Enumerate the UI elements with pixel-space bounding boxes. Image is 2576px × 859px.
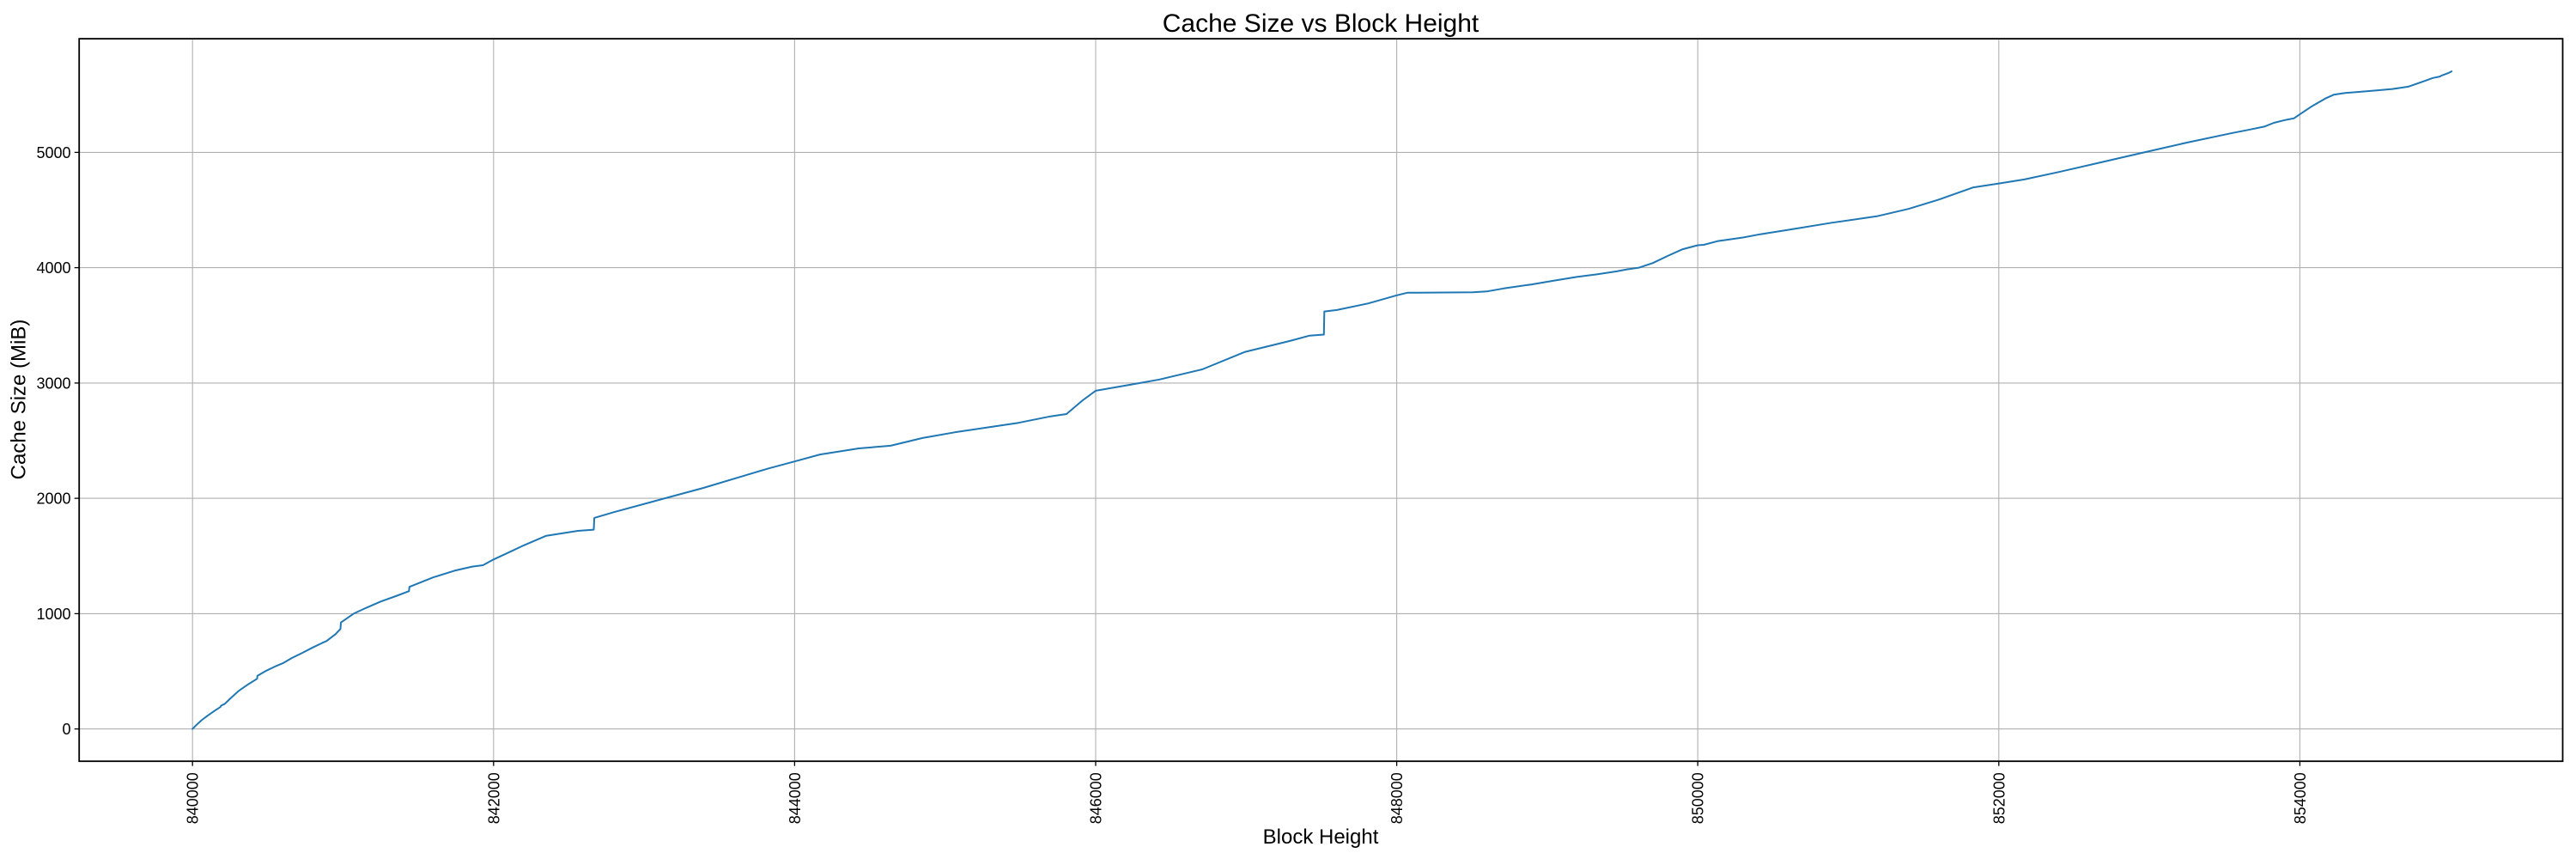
svg-text:0: 0 [62, 721, 70, 738]
svg-text:5000: 5000 [36, 144, 70, 161]
svg-text:842000: 842000 [485, 772, 502, 824]
svg-text:Block Height: Block Height [1263, 825, 1379, 849]
svg-text:3000: 3000 [36, 375, 70, 392]
svg-text:Cache Size (MiB): Cache Size (MiB) [7, 320, 30, 480]
svg-text:4000: 4000 [36, 259, 70, 277]
svg-text:854000: 854000 [2292, 772, 2309, 824]
svg-text:846000: 846000 [1088, 772, 1105, 824]
svg-text:852000: 852000 [1990, 772, 2008, 824]
svg-text:1000: 1000 [36, 606, 70, 623]
svg-text:2000: 2000 [36, 490, 70, 508]
svg-text:850000: 850000 [1690, 772, 1707, 824]
svg-text:840000: 840000 [185, 772, 202, 824]
svg-text:848000: 848000 [1388, 772, 1406, 824]
svg-text:844000: 844000 [787, 772, 804, 824]
svg-text:Cache Size vs Block Height: Cache Size vs Block Height [1163, 9, 1479, 38]
